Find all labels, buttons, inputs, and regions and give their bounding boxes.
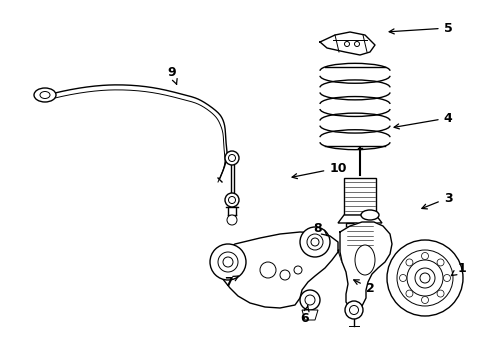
Circle shape	[344, 41, 349, 46]
Polygon shape	[218, 232, 338, 308]
Ellipse shape	[361, 210, 379, 220]
Circle shape	[307, 234, 323, 250]
Polygon shape	[320, 32, 375, 55]
Text: 5: 5	[389, 22, 452, 35]
Circle shape	[415, 268, 435, 288]
Circle shape	[345, 301, 363, 319]
Polygon shape	[302, 310, 318, 320]
Text: 4: 4	[394, 112, 452, 129]
Polygon shape	[338, 215, 382, 223]
Text: 9: 9	[168, 66, 177, 84]
Text: 10: 10	[292, 162, 347, 179]
Ellipse shape	[355, 245, 375, 275]
Circle shape	[421, 297, 428, 303]
Circle shape	[300, 227, 330, 257]
Text: 1: 1	[451, 261, 466, 275]
Circle shape	[397, 250, 453, 306]
Bar	[344, 178, 376, 215]
Circle shape	[294, 266, 302, 274]
Text: 3: 3	[422, 192, 452, 209]
Circle shape	[399, 274, 407, 282]
Circle shape	[227, 215, 237, 225]
Circle shape	[280, 270, 290, 280]
Circle shape	[260, 262, 276, 278]
Circle shape	[407, 260, 443, 296]
Circle shape	[387, 240, 463, 316]
Text: 7: 7	[223, 275, 239, 288]
Circle shape	[218, 252, 238, 272]
Text: 2: 2	[354, 280, 374, 294]
Circle shape	[406, 259, 413, 266]
Circle shape	[225, 193, 239, 207]
Bar	[346, 223, 374, 248]
Circle shape	[210, 244, 246, 280]
Text: 8: 8	[314, 221, 327, 236]
Circle shape	[437, 259, 444, 266]
Circle shape	[354, 41, 360, 46]
Circle shape	[406, 290, 413, 297]
Ellipse shape	[34, 88, 56, 102]
Polygon shape	[338, 250, 382, 262]
Circle shape	[421, 252, 428, 260]
Circle shape	[443, 274, 450, 282]
Circle shape	[225, 151, 239, 165]
Circle shape	[300, 290, 320, 310]
Circle shape	[437, 290, 444, 297]
Polygon shape	[340, 222, 392, 310]
Text: 6: 6	[301, 306, 309, 324]
